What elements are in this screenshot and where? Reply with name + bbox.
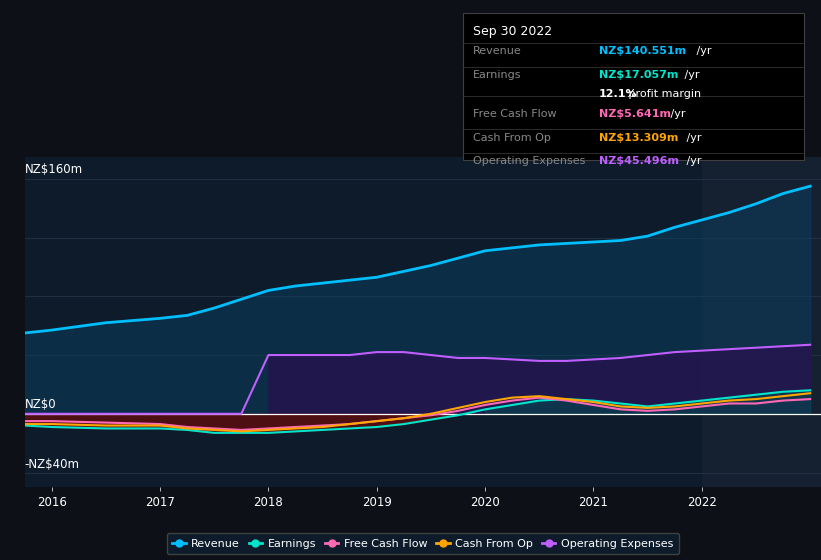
Text: Revenue: Revenue	[473, 46, 521, 57]
Text: Earnings: Earnings	[473, 70, 521, 80]
Text: /yr: /yr	[667, 109, 686, 119]
Text: NZ$13.309m: NZ$13.309m	[599, 133, 678, 143]
Text: /yr: /yr	[683, 156, 702, 166]
Text: NZ$140.551m: NZ$140.551m	[599, 46, 686, 57]
Bar	[702, 157, 821, 487]
Legend: Revenue, Earnings, Free Cash Flow, Cash From Op, Operating Expenses: Revenue, Earnings, Free Cash Flow, Cash …	[167, 533, 679, 554]
Text: Sep 30 2022: Sep 30 2022	[473, 25, 552, 38]
Text: /yr: /yr	[681, 70, 699, 80]
Text: NZ$0: NZ$0	[25, 398, 57, 411]
Text: profit margin: profit margin	[625, 89, 701, 99]
Text: Operating Expenses: Operating Expenses	[473, 156, 585, 166]
Text: NZ$45.496m: NZ$45.496m	[599, 156, 678, 166]
Text: Cash From Op: Cash From Op	[473, 133, 551, 143]
Text: Free Cash Flow: Free Cash Flow	[473, 109, 557, 119]
Text: NZ$17.057m: NZ$17.057m	[599, 70, 678, 80]
Text: -NZ$40m: -NZ$40m	[25, 458, 80, 471]
Text: /yr: /yr	[683, 133, 702, 143]
Text: 12.1%: 12.1%	[599, 89, 637, 99]
Text: /yr: /yr	[693, 46, 712, 57]
Text: NZ$160m: NZ$160m	[25, 163, 83, 176]
Text: NZ$5.641m: NZ$5.641m	[599, 109, 671, 119]
